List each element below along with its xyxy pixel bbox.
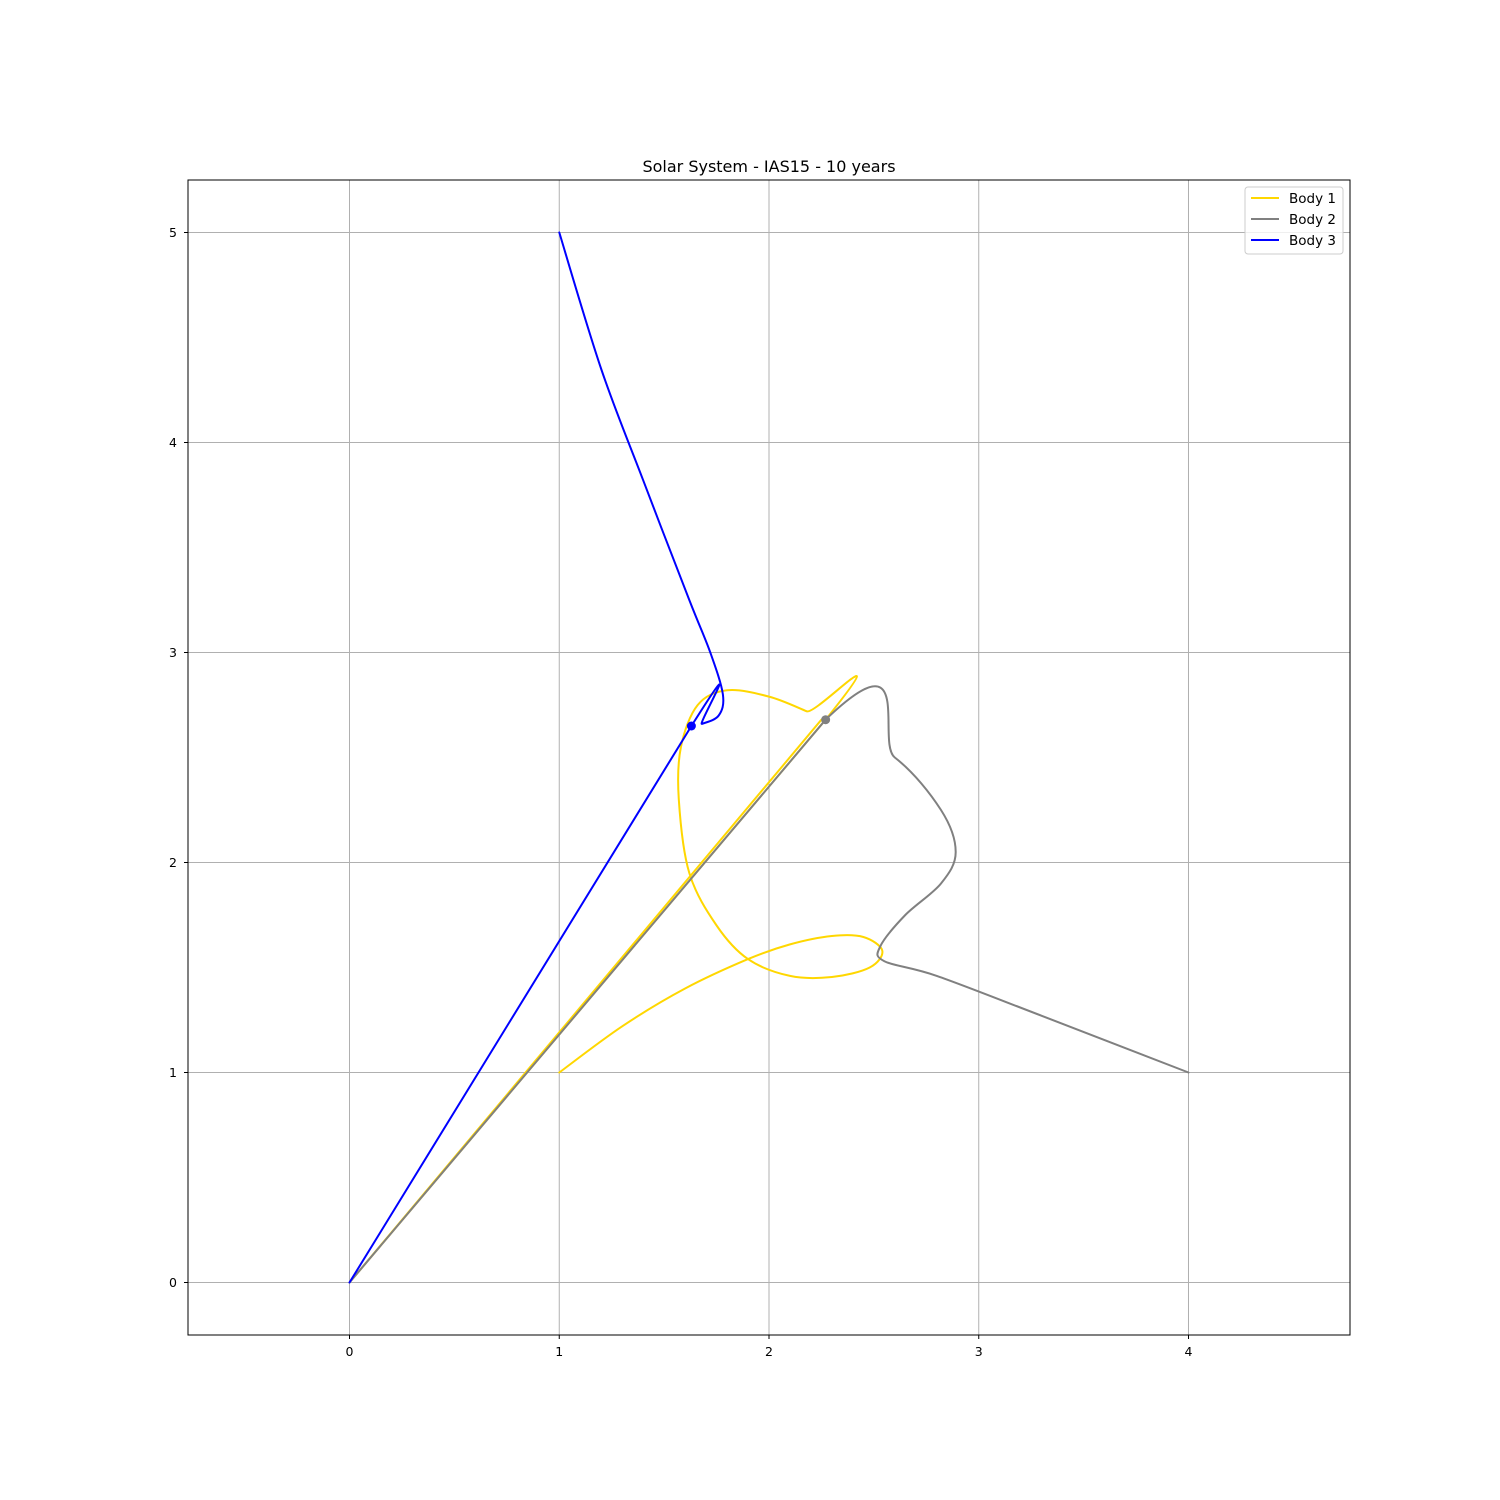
plot-series: [348, 231, 1190, 1284]
series-line-body-2: [348, 685, 1190, 1284]
series-line-body-1: [348, 675, 884, 1284]
grid: [188, 180, 1350, 1335]
legend-label-body-2: Body 2: [1289, 212, 1336, 228]
axis-ticks: 0 1 2 3 4 0 1 2 3 4 5: [169, 225, 1192, 1359]
x-tick-label: 0: [346, 1344, 354, 1359]
series-marker-body-2: [821, 715, 831, 725]
x-tick-label: 1: [555, 1344, 563, 1359]
legend-label-body-1: Body 1: [1289, 191, 1336, 207]
x-tick-label: 2: [765, 1344, 773, 1359]
y-tick-label: 1: [169, 1065, 177, 1080]
x-tick-label: 3: [975, 1344, 983, 1359]
y-tick-label: 2: [169, 855, 177, 870]
y-tick-label: 0: [169, 1275, 177, 1290]
legend: Body 1 Body 2 Body 3: [1244, 186, 1344, 255]
y-tick-label: 5: [169, 225, 177, 240]
legend-label-body-3: Body 3: [1289, 233, 1336, 249]
series-line-body-3: [348, 231, 725, 1284]
y-tick-label: 3: [169, 645, 177, 660]
series-marker-body-3: [686, 721, 696, 731]
y-tick-label: 4: [169, 435, 177, 450]
chart-title: Solar System - IAS15 - 10 years: [642, 157, 895, 176]
x-tick-label: 4: [1185, 1344, 1193, 1359]
legend-box: [1244, 186, 1344, 255]
